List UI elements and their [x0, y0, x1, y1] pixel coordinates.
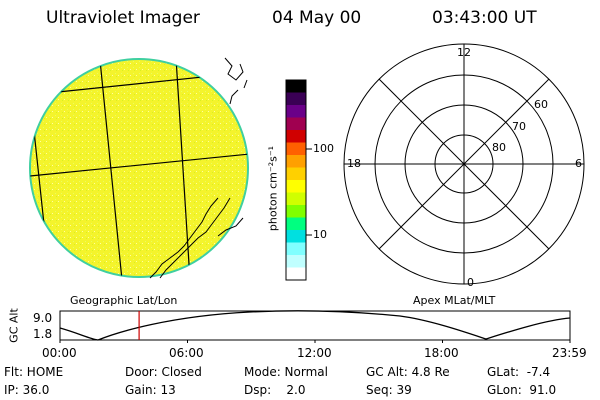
polar-grid [343, 43, 585, 285]
colorbar-segment [286, 205, 306, 218]
altitude-curve [59, 310, 571, 341]
alt-xtick-2: 12:00 [297, 346, 332, 360]
alt-xtick-1: 06:00 [169, 346, 204, 360]
info-gain: Gain: 13 [125, 383, 176, 397]
info-mode: Mode: Normal [244, 365, 328, 379]
colorbar-segment [286, 80, 306, 93]
mlt-label-6: 6 [575, 157, 582, 170]
colorbar-segment [286, 155, 306, 168]
mlat-label-80: 80 [492, 141, 506, 154]
info-dsp: Dsp: 2.0 [244, 383, 306, 397]
mlt-label-18: 18 [347, 157, 361, 170]
info-seq: Seq: 39 [366, 383, 412, 397]
info-door: Door: Closed [125, 365, 202, 379]
info-glon: GLon: 91.0 [487, 383, 557, 397]
colorbar-segment [286, 105, 306, 118]
colorbar-segment [286, 230, 306, 243]
earth-disk [29, 58, 249, 278]
alt-xtick-3: 18:00 [424, 346, 459, 360]
instrument-title: Ultraviolet Imager [46, 8, 200, 28]
colorbar-segment [286, 130, 306, 143]
date-label: 04 May 00 [272, 8, 362, 28]
time-label: 03:43:00 UT [432, 8, 537, 28]
apex-caption: Apex MLat/MLT [413, 294, 496, 307]
earth-image [29, 57, 249, 279]
alt-ymax: 9.0 [33, 311, 53, 325]
colorbar-segment [286, 167, 306, 181]
mlt-label-12: 12 [457, 46, 471, 59]
alt-xtick-0: 00:00 [42, 346, 77, 360]
colorbar-unit-label: photon cm⁻²s⁻¹ [266, 145, 280, 232]
colorbar-label-100: 100 [313, 142, 334, 155]
colorbar-segment [286, 92, 306, 106]
colorbar-label-10: 10 [313, 228, 327, 241]
alt-ylabel: GC Alt [7, 308, 21, 343]
info-flight: Flt: HOME [4, 365, 64, 379]
color-bar [285, 79, 307, 281]
info-gc-alt: GC Alt: 4.8 Re [366, 365, 450, 379]
altitude-plot [59, 310, 571, 343]
colorbar-segment [286, 242, 306, 256]
info-ip: IP: 36.0 [4, 383, 50, 397]
colorbar-segment [286, 255, 306, 268]
colorbar-segment [286, 180, 306, 193]
colorbar-border [285, 79, 307, 281]
info-glat: GLat: -7.4 [487, 365, 551, 379]
coastline [149, 57, 248, 279]
altitude-frame [59, 310, 571, 341]
alt-xtick-4: 23:59 [552, 346, 587, 360]
colorbar-segment [286, 142, 306, 156]
colorbar-segment [286, 217, 306, 231]
alt-ymin: 1.8 [33, 327, 53, 341]
altitude-ticks [59, 340, 571, 343]
colorbar-segment [286, 192, 306, 206]
geographic-caption: Geographic Lat/Lon [70, 294, 178, 307]
colorbar-segment [286, 267, 306, 281]
mlat-label-60: 60 [534, 98, 548, 111]
mlt-label-0: 0 [467, 276, 474, 289]
mlat-label-70: 70 [512, 120, 526, 133]
colorbar-segment [286, 117, 306, 131]
